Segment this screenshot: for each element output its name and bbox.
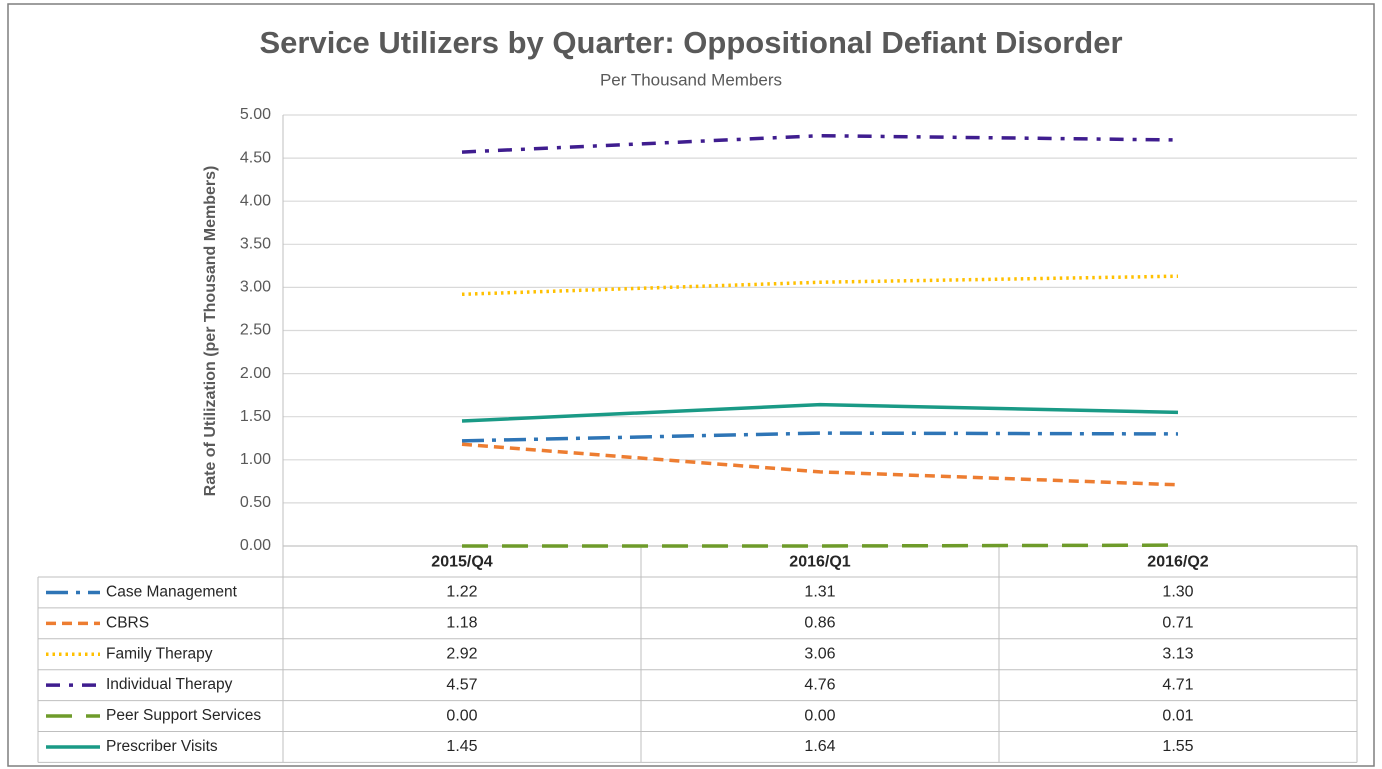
y-tick-label: 5.00 <box>240 106 271 123</box>
x-tick-label: 2015/Q4 <box>431 554 492 571</box>
table-value: 3.06 <box>804 645 835 662</box>
table-value: 4.57 <box>446 676 477 693</box>
table-value: 0.00 <box>446 707 477 724</box>
table-value: 1.55 <box>1162 738 1193 755</box>
table-value: 0.71 <box>1162 615 1193 632</box>
table-value: 1.22 <box>446 584 477 601</box>
series-line <box>461 442 1179 487</box>
table-value: 1.31 <box>804 584 835 601</box>
legend-label: Case Management <box>106 584 238 601</box>
y-axis-label: Rate of Utilization (per Thousand Member… <box>202 166 219 497</box>
y-tick-label: 0.00 <box>240 537 271 554</box>
series-line <box>461 274 1179 297</box>
legend-label: CBRS <box>106 614 149 631</box>
y-tick-label: 3.00 <box>240 279 271 296</box>
legend-label: Prescriber Visits <box>106 738 218 755</box>
y-tick-label: 4.00 <box>240 192 271 209</box>
chart-subtitle: Per Thousand Members <box>600 70 782 89</box>
x-tick-label: 2016/Q2 <box>1147 554 1208 571</box>
table-value: 1.30 <box>1162 584 1193 601</box>
x-tick-label: 2016/Q1 <box>789 554 850 571</box>
y-tick-label: 0.50 <box>240 494 271 511</box>
legend-label: Individual Therapy <box>106 676 233 693</box>
table-value: 0.00 <box>804 707 835 724</box>
table-value: 4.71 <box>1162 676 1193 693</box>
series-line <box>461 402 1179 423</box>
y-tick-label: 2.50 <box>240 322 271 339</box>
legend-label: Family Therapy <box>106 645 213 662</box>
chart-frame <box>7 3 1375 767</box>
y-tick-label: 3.50 <box>240 236 271 253</box>
chart-title: Service Utilizers by Quarter: Opposition… <box>259 25 1122 60</box>
y-tick-label: 2.00 <box>240 365 271 382</box>
table-value: 1.45 <box>446 738 477 755</box>
series-line <box>461 133 1179 154</box>
table-value: 1.18 <box>446 615 477 632</box>
legend-label: Peer Support Services <box>106 707 261 724</box>
table-value: 0.86 <box>804 615 835 632</box>
series-line <box>461 431 1179 443</box>
table-value: 3.13 <box>1162 645 1193 662</box>
y-tick-label: 1.50 <box>240 408 271 425</box>
table-value: 1.64 <box>804 738 835 755</box>
y-tick-label: 4.50 <box>240 149 271 166</box>
table-value: 0.01 <box>1162 707 1193 724</box>
table-value: 2.92 <box>446 645 477 662</box>
table-value: 4.76 <box>804 676 835 693</box>
y-tick-label: 1.00 <box>240 451 271 468</box>
